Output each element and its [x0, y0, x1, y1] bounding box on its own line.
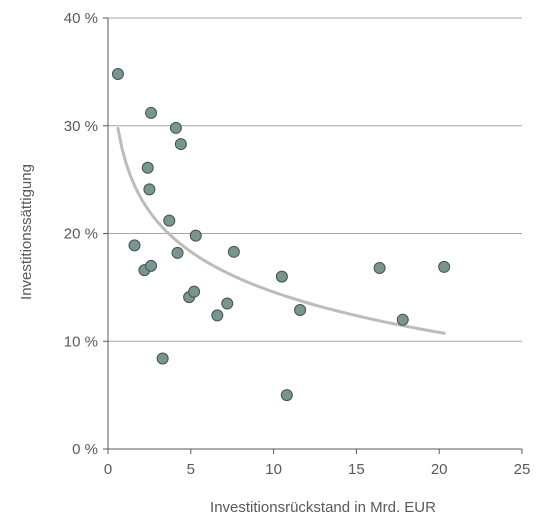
data-point — [156, 352, 169, 365]
trendline-layer — [116, 126, 446, 335]
data-point — [189, 229, 202, 242]
trendline — [116, 126, 446, 335]
data-point — [438, 260, 451, 273]
data-point — [280, 389, 293, 402]
data-point — [275, 270, 288, 283]
tick-labels: 0 % 10 % 20 % 30 % 40 % 0 5 10 15 20 25 — [64, 10, 531, 478]
x-tick-label: 0 — [104, 461, 112, 478]
x-tick-label: 5 — [187, 461, 195, 478]
y-tick-label: 40 % — [64, 10, 98, 27]
data-points — [111, 68, 451, 402]
y-tick-label: 30 % — [64, 118, 98, 135]
data-point — [174, 138, 187, 151]
data-point — [163, 214, 176, 227]
data-point — [373, 261, 386, 274]
data-point — [145, 259, 158, 272]
x-tick-label: 15 — [348, 461, 365, 478]
data-point — [171, 246, 184, 259]
data-point — [141, 161, 154, 174]
data-point — [111, 68, 124, 81]
data-point — [188, 285, 201, 298]
y-axis-title: Investitionssättigung — [18, 164, 35, 300]
data-point — [143, 183, 156, 196]
axes — [103, 17, 523, 454]
x-axis-title: Investitionsrückstand in Mrd. EUR — [210, 499, 436, 516]
x-tick-label: 10 — [265, 461, 282, 478]
data-point — [169, 121, 182, 134]
data-point — [396, 313, 409, 326]
x-tick-label: 20 — [431, 461, 448, 478]
y-tick-label: 0 % — [72, 441, 98, 458]
data-point — [145, 106, 158, 119]
grid-lines — [108, 17, 522, 342]
x-tick-label: 25 — [514, 461, 531, 478]
data-point — [227, 245, 240, 258]
data-point — [211, 309, 224, 322]
data-point — [128, 239, 141, 252]
data-point — [294, 304, 307, 317]
y-tick-label: 20 % — [64, 226, 98, 243]
data-point — [221, 297, 234, 310]
y-tick-label: 10 % — [64, 333, 98, 350]
